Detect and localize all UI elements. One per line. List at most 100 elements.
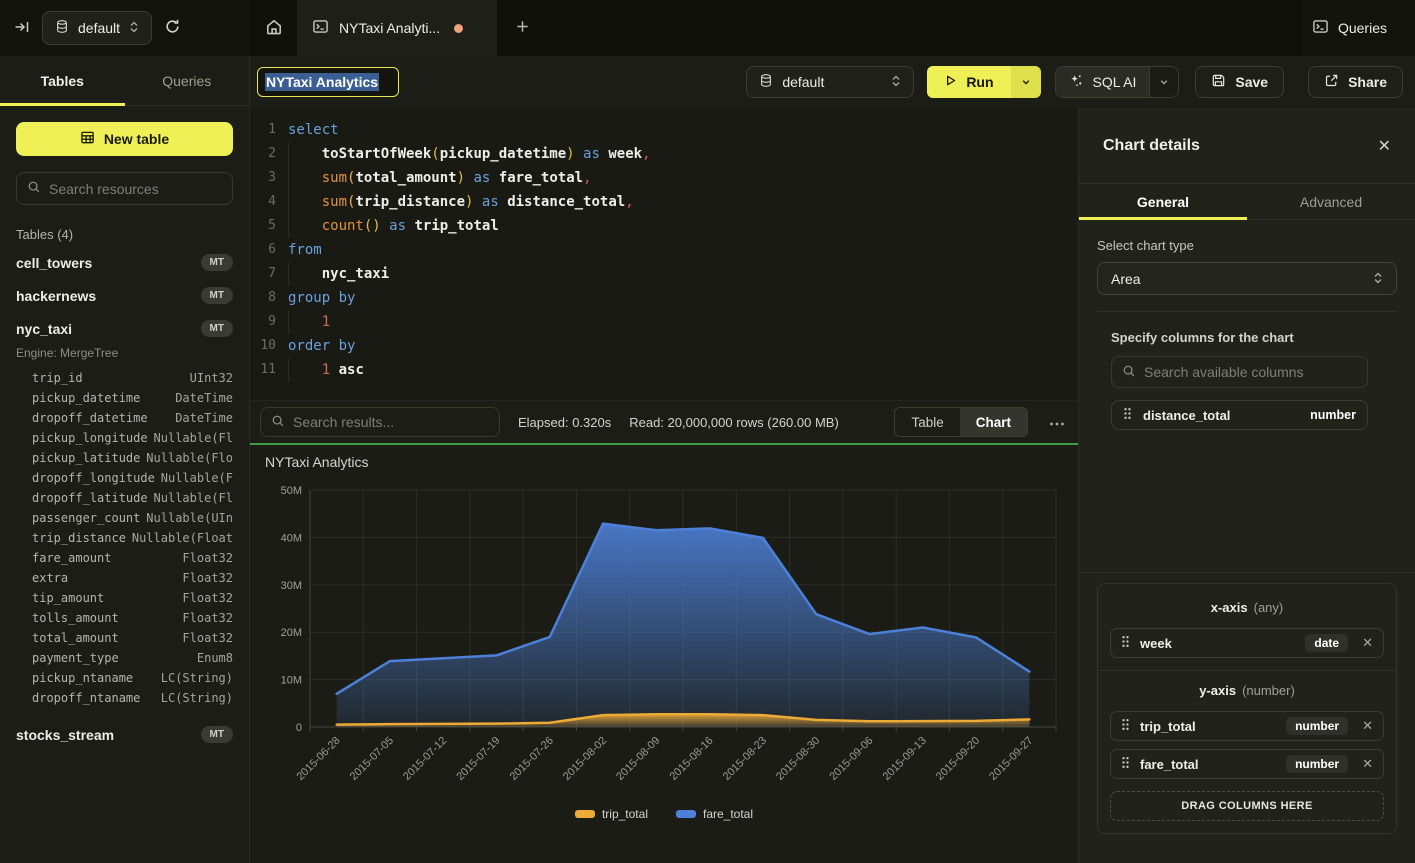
tab-advanced[interactable]: Advanced — [1247, 184, 1415, 219]
code-text: count() as trip_total — [288, 214, 499, 238]
code-line[interactable]: 6from — [250, 238, 1078, 262]
column-row: pickup_ntanameLC(String) — [32, 668, 233, 688]
drag-columns-drop-zone[interactable]: DRAG COLUMNS HERE — [1110, 791, 1384, 821]
available-column-type: number — [1310, 408, 1356, 422]
tab-general[interactable]: General — [1079, 184, 1247, 219]
queries-button[interactable]: Queries — [1312, 18, 1387, 38]
legend-swatch — [575, 810, 595, 818]
code-line[interactable]: 5 count() as trip_total — [250, 214, 1078, 238]
share-button[interactable]: Share — [1308, 66, 1403, 98]
column-type: Nullable(Fl — [154, 491, 233, 505]
run-button[interactable]: Run — [927, 66, 1010, 98]
code-line[interactable]: 7 nyc_taxi — [250, 262, 1078, 286]
remove-column-button[interactable]: ✕ — [1362, 756, 1373, 772]
column-name: payment_type — [32, 651, 119, 665]
code-line[interactable]: 10order by — [250, 334, 1078, 358]
column-name: dropoff_datetime — [32, 411, 148, 425]
code-line[interactable]: 4 sum(trip_distance) as distance_total, — [250, 190, 1078, 214]
query-title-selected-text: NYTaxi Analytics — [265, 73, 379, 91]
tables-section-label: Tables (4) — [16, 227, 233, 242]
view-toggle-chart[interactable]: Chart — [960, 408, 1027, 436]
x-axis-tick-label: 2015-08-30 — [774, 735, 822, 783]
results-search-input[interactable] — [293, 414, 489, 430]
sql-ai-options-button[interactable] — [1149, 67, 1178, 97]
x-axis-tick-label: 2015-09-20 — [934, 735, 982, 783]
view-toggle-table[interactable]: Table — [895, 408, 959, 436]
columns-search-input[interactable] — [1144, 364, 1357, 380]
home-button[interactable] — [250, 0, 297, 56]
y-axis-tick-label: 20M — [281, 627, 302, 639]
sql-ai-label: SQL AI — [1093, 74, 1137, 90]
ellipsis-icon — [1049, 415, 1065, 430]
code-line[interactable]: 9 1 — [250, 310, 1078, 334]
sidebar-tab-queries[interactable]: Queries — [125, 56, 250, 105]
chevron-updown-icon — [891, 74, 901, 90]
results-toolbar: Elapsed: 0.320s Read: 20,000,000 rows (2… — [250, 400, 1078, 443]
chevron-down-icon — [1159, 74, 1169, 90]
save-button[interactable]: Save — [1195, 66, 1284, 98]
code-line[interactable]: 11 1 asc — [250, 358, 1078, 382]
code-line[interactable]: 8group by — [250, 286, 1078, 310]
query-database-selector[interactable]: default — [746, 66, 914, 98]
table-name: stocks_stream — [16, 727, 114, 743]
column-row: dropoff_ntanameLC(String) — [32, 688, 233, 708]
table-row[interactable]: cell_towersMT — [16, 246, 233, 279]
legend-item-trip_total[interactable]: trip_total — [575, 807, 648, 821]
column-type: Nullable(Fl — [154, 431, 233, 445]
close-panel-button[interactable]: ✕ — [1378, 136, 1391, 156]
terminal-icon — [1312, 18, 1329, 38]
axes-card: x-axis(any) weekdate✕ y-axis(number) tri… — [1097, 583, 1397, 834]
code-text: 1 asc — [288, 358, 364, 382]
refresh-button[interactable] — [164, 18, 181, 38]
table-row[interactable]: stocks_streamMT — [16, 718, 233, 751]
code-text: nyc_taxi — [288, 262, 389, 286]
code-line[interactable]: 1select — [250, 118, 1078, 142]
code-line[interactable]: 3 sum(total_amount) as fare_total, — [250, 166, 1078, 190]
column-name: pickup_longitude — [32, 431, 148, 445]
engine-badge: MT — [201, 254, 233, 271]
area-chart[interactable]: 010M20M30M40M50M2015-06-282015-07-052015… — [250, 480, 1078, 825]
chart-type-select[interactable]: Area — [1097, 262, 1397, 295]
query-title-input[interactable]: NYTaxi Analytics — [257, 67, 399, 97]
results-more-button[interactable] — [1049, 415, 1065, 430]
code-line[interactable]: 2 toStartOfWeek(pickup_datetime) as week… — [250, 142, 1078, 166]
axis-column-row[interactable]: fare_totalnumber✕ — [1110, 749, 1384, 779]
run-options-button[interactable] — [1011, 66, 1041, 98]
new-table-button[interactable]: New table — [16, 122, 233, 156]
sql-editor[interactable]: 1select2 toStartOfWeek(pickup_datetime) … — [250, 108, 1078, 400]
table-row[interactable]: nyc_taxiMT — [16, 312, 233, 345]
axis-column-row[interactable]: trip_totalnumber✕ — [1110, 711, 1384, 741]
home-icon — [265, 18, 283, 39]
drag-handle-icon — [1121, 635, 1130, 651]
sidebar-tab-tables[interactable]: Tables — [0, 56, 125, 105]
remove-column-button[interactable]: ✕ — [1362, 635, 1373, 651]
x-axis-tick-label: 2015-07-05 — [348, 735, 396, 783]
column-row: tip_amountFloat32 — [32, 588, 233, 608]
remove-column-button[interactable]: ✕ — [1362, 718, 1373, 734]
elapsed-time: Elapsed: 0.320s — [518, 415, 611, 430]
collapse-sidebar-icon — [14, 19, 30, 38]
x-axis-tick-label: 2015-09-13 — [881, 735, 929, 783]
sql-ai-button[interactable]: SQL AI — [1056, 67, 1150, 97]
new-tab-button[interactable] — [497, 0, 547, 56]
refresh-icon — [164, 18, 181, 38]
collapse-sidebar-button[interactable] — [14, 19, 30, 38]
query-tab[interactable]: NYTaxi Analyti... — [297, 0, 497, 56]
table-row[interactable]: hackernewsMT — [16, 279, 233, 312]
resources-search-input[interactable] — [49, 181, 222, 197]
x-axis-hint: (any) — [1254, 600, 1284, 615]
legend-item-fare_total[interactable]: fare_total — [676, 807, 753, 821]
column-row: total_amountFloat32 — [32, 628, 233, 648]
code-text: toStartOfWeek(pickup_datetime) as week, — [288, 142, 651, 166]
database-selector[interactable]: default — [42, 11, 152, 45]
chart-details-header: Chart details ✕ — [1079, 108, 1415, 183]
available-column-row[interactable]: distance_totalnumber — [1111, 400, 1368, 430]
line-number: 11 — [250, 358, 276, 382]
close-icon: ✕ — [1362, 635, 1373, 650]
column-type: DateTime — [175, 391, 233, 405]
unsaved-indicator-dot — [454, 24, 463, 33]
share-button-label: Share — [1348, 74, 1387, 90]
axis-column-row[interactable]: weekdate✕ — [1110, 628, 1384, 658]
legend-swatch — [676, 810, 696, 818]
divider — [1079, 572, 1415, 573]
